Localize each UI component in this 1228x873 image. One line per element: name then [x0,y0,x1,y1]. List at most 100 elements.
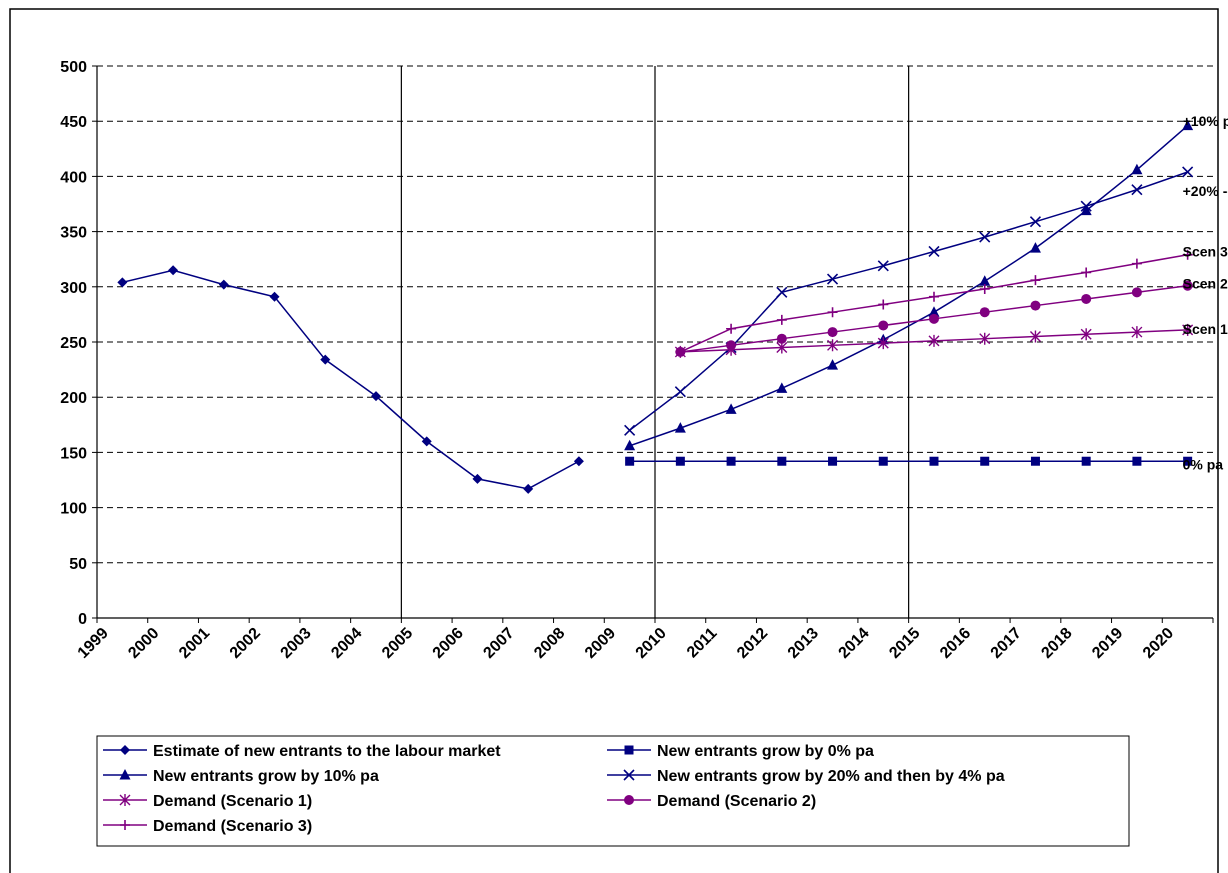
legend-label: Estimate of new entrants to the labour m… [153,743,501,760]
data-point-square [878,456,888,466]
annotation-label: +20% -- +4% pa [1183,183,1228,199]
legend-item: New entrants grow by 20% and then by 4% … [607,768,1005,785]
data-point-triangle [1080,204,1092,216]
series-2 [625,456,1193,466]
data-point-x [674,386,686,398]
data-point-diamond [218,279,229,290]
data-point-asterisk [827,339,839,352]
y-tick-label: 500 [60,59,87,76]
legend-item: New entrants grow by 10% pa [103,768,379,785]
data-point-plus [1131,258,1142,269]
y-tick-label: 50 [69,556,87,573]
data-point-asterisk [928,334,940,347]
legend-label: New entrants grow by 0% pa [657,743,874,760]
data-point-diamond [573,456,584,467]
legend-swatch-marker [120,820,130,830]
data-point-circle [979,307,990,318]
data-point-triangle [979,275,991,286]
data-point-square [1132,456,1142,466]
series-6 [675,280,1193,357]
data-point-asterisk [1131,326,1143,339]
data-point-diamond [168,265,179,276]
legend-swatch-marker [119,794,131,806]
data-point-diamond [371,391,381,402]
data-point-plus [979,284,990,295]
y-tick-label: 250 [60,335,87,352]
data-point-plus [675,346,686,357]
data-point-x [979,231,991,243]
data-point-triangle [1131,163,1143,175]
annotation-label: 0% pa [1183,457,1224,473]
data-point-asterisk [1080,328,1092,341]
data-point-diamond [421,436,432,447]
data-point-x [776,286,788,298]
legend-item: Demand (Scenario 3) [103,818,312,835]
y-tick-label: 450 [60,114,87,131]
legend-swatch-marker [623,769,635,781]
annotation-label: Scen 2 [1183,275,1228,291]
data-point-x [1131,184,1143,196]
data-point-x [877,260,889,272]
series-1 [117,265,584,494]
data-point-x [1182,166,1194,178]
data-point-square [777,456,787,466]
data-point-triangle [624,439,636,451]
legend-label: New entrants grow by 10% pa [153,768,379,785]
data-point-diamond [320,354,331,365]
series-line [629,171,1188,431]
legend-label: Demand (Scenario 2) [657,793,816,810]
y-tick-label: 350 [60,225,87,242]
data-point-asterisk [979,332,991,345]
data-point-plus [827,307,838,318]
y-tick-label: 100 [60,501,87,518]
legend-label: Demand (Scenario 3) [153,818,312,835]
legend: Estimate of new entrants to the labour m… [96,735,1130,847]
data-point-square [1081,456,1091,466]
data-point-asterisk [1029,330,1041,343]
annotation-label: +10% pa [1183,113,1228,129]
data-point-circle [929,313,939,324]
legend-swatch-marker [120,745,130,755]
annotation-label: Scen 3 [1183,243,1228,259]
data-point-plus [726,323,737,334]
legend-item: Demand (Scenario 1) [103,793,312,810]
data-point-diamond [472,473,483,484]
y-tick-label: 150 [60,445,87,462]
data-point-circle [878,320,889,331]
data-point-diamond [523,483,534,494]
data-point-triangle [1182,119,1194,131]
series-7 [675,249,1193,357]
y-tick-label: 400 [60,169,87,186]
data-point-circle [776,333,787,344]
data-point-x [1080,200,1092,212]
data-point-x [826,273,839,285]
data-point-plus [878,299,889,310]
data-point-triangle [776,382,788,393]
legend-item: Demand (Scenario 2) [607,793,816,810]
series-4 [624,166,1194,436]
data-point-square [726,456,736,466]
data-point-square [929,456,939,466]
data-point-plus [1182,249,1193,260]
data-point-circle [1131,287,1142,298]
data-point-plus [929,291,939,302]
data-point-triangle [725,403,737,414]
data-point-triangle [827,359,839,370]
data-point-triangle [1029,242,1041,253]
data-point-circle [827,327,838,338]
y-tick-label: 300 [60,280,87,297]
data-point-triangle [674,422,686,433]
legend-item: New entrants grow by 0% pa [607,743,874,760]
data-point-plus [776,314,787,325]
data-point-circle [1081,293,1092,304]
data-point-square [980,456,990,466]
data-point-square [625,456,635,466]
legend-swatch-marker [119,769,131,780]
data-point-asterisk [877,337,889,350]
data-point-plus [1030,275,1041,286]
legend-label: Demand (Scenario 1) [153,793,312,810]
data-point-diamond [117,277,128,288]
data-point-square [1030,456,1040,466]
